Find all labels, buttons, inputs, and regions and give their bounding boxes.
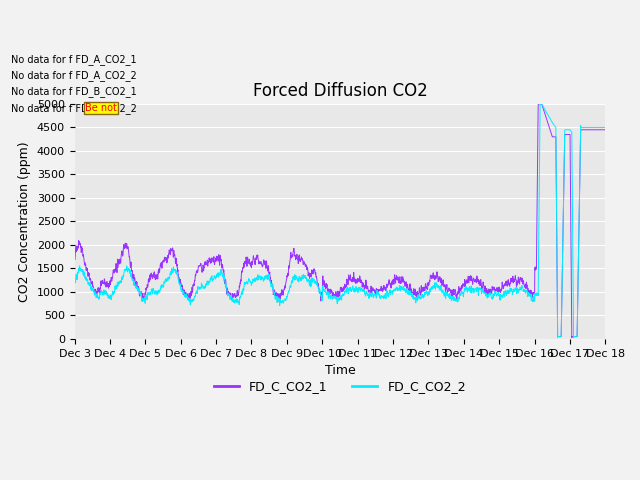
FD_C_CO2_2 [570, 335, 577, 341]
FD_C_CO2_2 [131, 282, 139, 288]
Text: No data for f FD_B_CO2_1: No data for f FD_B_CO2_1 [11, 86, 136, 97]
FD_C_CO2_1 [534, 101, 542, 107]
Y-axis label: CO2 Concentration (ppm): CO2 Concentration (ppm) [18, 141, 31, 302]
FD_C_CO2_2 [163, 277, 170, 283]
FD_C_CO2_2 [298, 276, 305, 281]
Text: No data for f FD_A_CO2_1: No data for f FD_A_CO2_1 [11, 54, 136, 64]
Line: FD_C_CO2_2: FD_C_CO2_2 [74, 104, 605, 338]
Line: FD_C_CO2_1: FD_C_CO2_1 [74, 104, 605, 337]
FD_C_CO2_1 [70, 257, 78, 263]
FD_C_CO2_2 [275, 295, 282, 300]
FD_C_CO2_1 [131, 278, 139, 284]
FD_C_CO2_1 [163, 257, 170, 263]
FD_C_CO2_1 [275, 295, 282, 301]
FD_C_CO2_1 [298, 257, 305, 263]
Text: No data for f FD_A_CO2_2: No data for f FD_A_CO2_2 [11, 70, 136, 81]
FD_C_CO2_2 [591, 124, 599, 130]
FD_C_CO2_1 [534, 136, 541, 142]
FD_C_CO2_1 [591, 127, 599, 132]
Text: No data for f FD_B_CO2_2: No data for f FD_B_CO2_2 [11, 103, 137, 114]
FD_C_CO2_1 [568, 335, 575, 340]
FD_C_CO2_2 [70, 280, 78, 286]
FD_C_CO2_2 [534, 291, 541, 297]
FD_C_CO2_1 [602, 127, 609, 132]
FD_C_CO2_2 [536, 101, 544, 107]
Title: Forced Diffusion CO2: Forced Diffusion CO2 [253, 82, 428, 99]
Text: Be not: Be not [85, 103, 117, 113]
X-axis label: Time: Time [324, 364, 355, 377]
FD_C_CO2_2 [602, 124, 609, 130]
Legend: FD_C_CO2_1, FD_C_CO2_2: FD_C_CO2_1, FD_C_CO2_2 [209, 375, 471, 398]
